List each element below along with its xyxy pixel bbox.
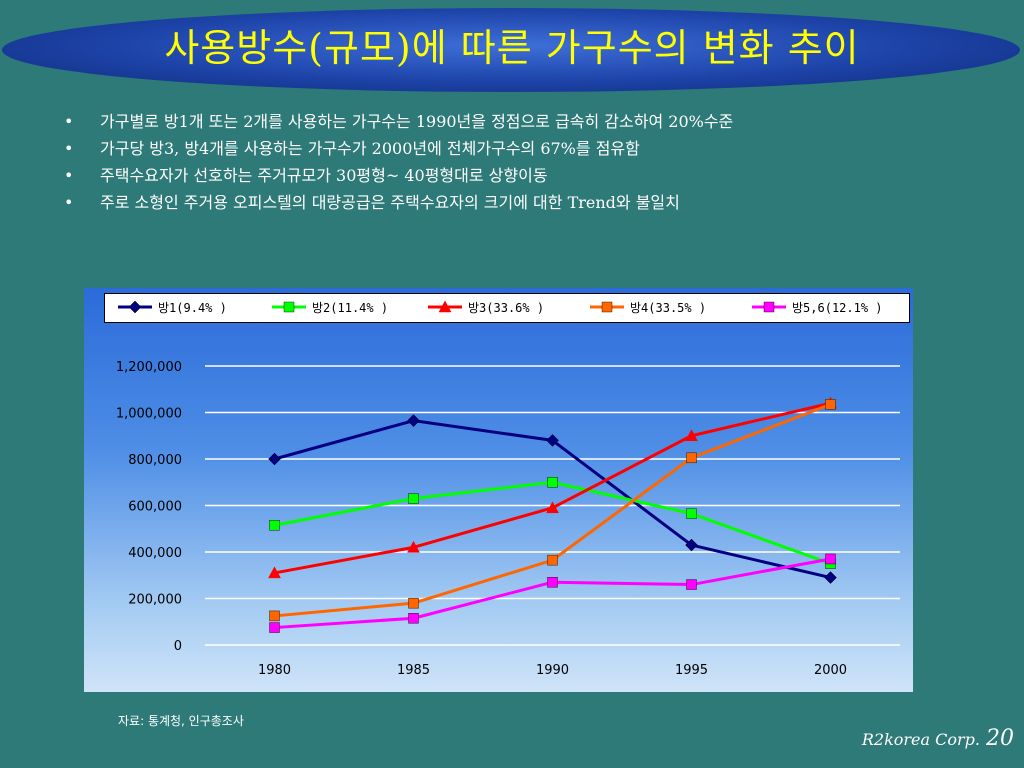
x-tick-label: 1990: [536, 663, 569, 678]
legend-marker: [283, 301, 295, 313]
y-tick-label: 1,200,000: [116, 360, 182, 375]
legend-label: 방3(33.6% ): [468, 301, 544, 315]
data-point: [408, 613, 419, 624]
bullet-list: • 가구별로 방1개 또는 2개를 사용하는 가구수는 1990년을 정점으로 급…: [64, 108, 733, 216]
y-tick-label: 400,000: [128, 546, 182, 561]
bullet-icon: •: [64, 139, 74, 158]
data-point: [268, 452, 281, 466]
bullet-item: • 주택수요자가 선호하는 주거규모가 30평형~ 40평형대로 상향이동: [64, 162, 733, 189]
legend-marker: [128, 300, 142, 314]
bullet-text: 주로 소형인 주거용 오피스텔의 대량공급은 주택수요자의 크기에 대한 Tre…: [100, 193, 680, 212]
legend-marker: [763, 301, 775, 313]
data-point: [408, 597, 419, 609]
data-point: [547, 554, 558, 566]
x-tick-label: 1980: [258, 663, 291, 678]
bullet-icon: •: [64, 193, 74, 212]
y-tick-label: 800,000: [128, 453, 182, 468]
data-point: [408, 493, 419, 504]
page-title: 사용방수(규모)에 따른 가구수의 변화 추이: [164, 26, 860, 70]
data-point: [685, 538, 698, 552]
data-point: [546, 434, 559, 447]
data-point: [269, 610, 280, 622]
bullet-item: • 가구당 방3, 방4개를 사용하는 가구수가 2000년에 전체가구수의 67…: [64, 135, 733, 162]
x-tick-label: 1985: [397, 663, 430, 678]
data-point: [407, 540, 420, 553]
data-point: [269, 622, 280, 633]
data-point: [686, 452, 697, 464]
x-tick-label: 1995: [675, 663, 708, 678]
y-tick-label: 200,000: [128, 593, 182, 608]
data-point: [825, 553, 836, 565]
series-line: [274, 401, 831, 575]
legend-label: 방1(9.4% ): [158, 301, 227, 315]
y-tick-label: 1,000,000: [116, 407, 182, 422]
bullet-item: • 가구별로 방1개 또는 2개를 사용하는 가구수는 1990년을 정점으로 급…: [64, 108, 733, 135]
data-point: [268, 566, 281, 579]
data-point: [824, 571, 837, 584]
data-point: [269, 520, 280, 531]
y-tick-label: 0: [174, 639, 182, 654]
bullet-item: • 주로 소형인 주거용 오피스텔의 대량공급은 주택수요자의 크기에 대한 Tr…: [64, 189, 733, 216]
footer-company: R2korea Corp.: [861, 730, 980, 749]
source-note: 자료: 통계청, 인구총조사: [118, 714, 244, 728]
x-tick-label: 2000: [814, 663, 847, 678]
data-point: [686, 508, 697, 519]
legend-label: 방5,6(12.1% ): [792, 301, 883, 315]
bullet-text: 가구별로 방1개 또는 2개를 사용하는 가구수는 1990년을 정점으로 급속…: [100, 112, 734, 131]
page-number: 20: [986, 726, 1014, 751]
legend-marker: [601, 301, 613, 313]
bullet-text: 주택수요자가 선호하는 주거규모가 30평형~ 40평형대로 상향이동: [100, 166, 548, 185]
data-point: [825, 399, 836, 410]
footer: R2korea Corp. 20: [862, 726, 1014, 751]
legend-label: 방2(11.4% ): [312, 301, 388, 315]
data-point: [685, 429, 698, 441]
bullet-icon: •: [64, 166, 74, 185]
title-banner: [2, 8, 1020, 92]
data-point: [686, 579, 697, 590]
bullet-icon: •: [64, 112, 74, 131]
y-tick-label: 600,000: [128, 500, 182, 515]
data-point: [547, 477, 558, 488]
data-point: [407, 414, 420, 427]
data-point: [546, 501, 559, 514]
series-line: [274, 557, 831, 630]
data-point: [547, 577, 558, 588]
bullet-text: 가구당 방3, 방4개를 사용하는 가구수가 2000년에 전체가구수의 67%…: [100, 139, 640, 158]
legend-marker: [438, 300, 452, 313]
legend-label: 방4(33.5% ): [630, 301, 706, 315]
